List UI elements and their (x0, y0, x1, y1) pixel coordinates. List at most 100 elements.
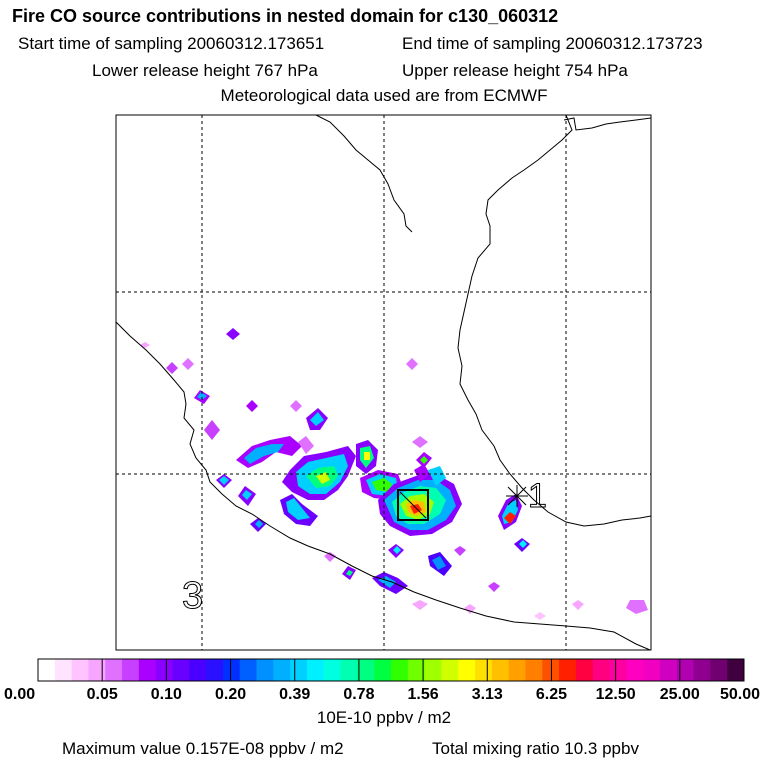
colorbar-cell (626, 659, 644, 681)
colorbar-cell (727, 659, 745, 681)
blob (406, 358, 418, 370)
colorbar-cell (105, 659, 123, 681)
colorbar-tick-label: 0.00 (4, 686, 35, 703)
sampling-box (397, 489, 429, 521)
end-time-label: End time of sampling 20060312.173723 (402, 34, 703, 53)
colorbar-tick-label: 0.39 (279, 686, 310, 703)
gulf-coastline (457, 115, 651, 527)
colorbar-cell (659, 659, 678, 681)
blob (364, 452, 370, 460)
blob (488, 582, 500, 592)
max-value-label: Maximum value 0.157E-08 ppbv / m2 (62, 739, 344, 758)
colorbar-cell (323, 659, 341, 681)
blob (255, 520, 263, 528)
colorbar-frame (37, 658, 745, 682)
colorbar-cell (710, 659, 728, 681)
colorbar-cell (542, 659, 560, 681)
upper-release-label: Upper release height 754 hPa (402, 61, 628, 80)
total-mixing-label: Total mixing ratio 10.3 ppbv (432, 739, 639, 758)
blob (286, 498, 310, 520)
colorbar-tick-label: 0.10 (151, 686, 182, 703)
marker-1-star-icon (506, 485, 528, 507)
blob (219, 476, 229, 485)
blob (310, 412, 324, 426)
sampling-box-diagonal (399, 491, 427, 519)
colorbar-tick-label: 25.00 (660, 686, 700, 703)
blob (464, 604, 476, 614)
colorbar-cell (155, 659, 173, 681)
pacific-coastline (116, 321, 651, 650)
colorbar-tick-label: 0.05 (87, 686, 118, 703)
colorbar-cell (172, 659, 190, 681)
colorbar-cell (306, 659, 325, 681)
colorbar-cell (273, 659, 291, 681)
marker-1-label: 1 (528, 477, 547, 515)
blob (454, 546, 466, 556)
plot-frame (115, 114, 652, 651)
colorbar-tick-label: 0.78 (343, 686, 374, 703)
colorbar-tick-label: 0.20 (215, 686, 246, 703)
colorbar-cell (475, 659, 493, 681)
colorbar-cell (88, 659, 106, 681)
blob (534, 612, 546, 620)
blob (420, 456, 428, 464)
colorbar-tick-label: 50.00 (720, 686, 760, 703)
colorbar-cell (357, 659, 375, 681)
colorbar-cell (559, 659, 577, 681)
colorbar-cell (441, 659, 459, 681)
colorbar-major-dividers (101, 659, 681, 681)
colorbar-cell (290, 659, 308, 681)
colorbar-cell (575, 659, 594, 681)
colorbar-tick-label: 3.13 (472, 686, 503, 703)
blob (393, 546, 401, 554)
blob (412, 600, 428, 610)
colorbar-cells (38, 659, 745, 681)
colorbar-cell (458, 659, 476, 681)
blob (504, 512, 516, 524)
blob (324, 552, 336, 562)
colorbar-unit-label: 10E-10 ppbv / m2 (316, 708, 452, 727)
colorbar-cell (256, 659, 274, 681)
colorbar-cell (122, 659, 140, 681)
colorbar-cell (374, 659, 392, 681)
blob (432, 556, 446, 570)
colorbar-cell (340, 659, 358, 681)
colorbar-cell (206, 659, 224, 681)
blob (298, 436, 314, 454)
colorbar-cell (508, 659, 526, 681)
blob (226, 328, 240, 340)
blob (204, 420, 220, 440)
blob (372, 478, 392, 492)
blob (414, 464, 430, 482)
colorbar-tick-label: 1.56 (408, 686, 439, 703)
colorbar-cell (693, 659, 711, 681)
blob (244, 444, 284, 464)
blob (572, 600, 584, 610)
chart-title: Fire CO source contributions in nested d… (12, 6, 559, 26)
lower-release-label: Lower release height 767 hPa (92, 61, 318, 80)
colorbar-cell (676, 659, 694, 681)
blob (246, 400, 258, 412)
blob (197, 392, 207, 400)
blob (519, 540, 527, 548)
colorbar-cell (138, 659, 157, 681)
blob-group-east (324, 494, 648, 620)
map-plot: 1 3 (115, 114, 652, 651)
blob (242, 490, 252, 500)
colorbar-tick-label: 6.25 (536, 686, 567, 703)
receptor-box (397, 489, 429, 521)
colorbar-cell (609, 659, 627, 681)
blob (166, 362, 178, 374)
colorbar-cell (222, 659, 241, 681)
northwest-coastline (315, 115, 413, 233)
colorbar-cell (239, 659, 257, 681)
blob (182, 358, 194, 370)
colorbar-tick-label: 12.50 (596, 686, 636, 703)
colorbar-cell (592, 659, 610, 681)
blob (428, 466, 446, 486)
blob-group-west (140, 328, 302, 532)
blob (412, 436, 428, 448)
colorbar-cell (391, 659, 409, 681)
colorbar-cell (643, 659, 661, 681)
colorbar-cell (407, 659, 426, 681)
